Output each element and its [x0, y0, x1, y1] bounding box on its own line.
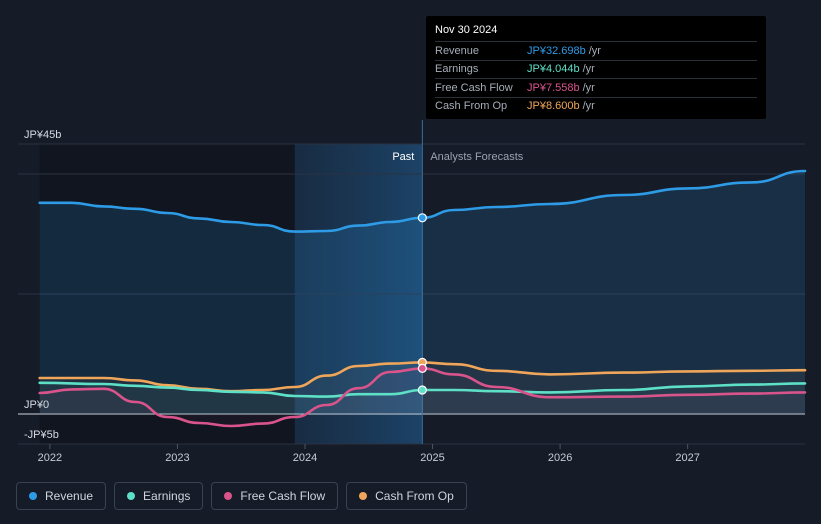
x-tick-label: 2027: [675, 452, 699, 464]
free-cash-flow-marker: [417, 363, 427, 373]
y-axis-label: JP¥45b: [24, 129, 61, 141]
revenue-line: [38, 169, 807, 233]
y-axis-label: -JP¥5b: [24, 429, 59, 441]
tooltip-unit: /yr: [582, 81, 595, 94]
tooltip-date: Nov 30 2024: [435, 24, 498, 36]
financials-chart: JP¥45b JP¥0 -JP¥5b 2022 2023 2024 2025 2026 2027…: [18, 120, 807, 464]
tooltip-value: JP¥32.698b: [527, 44, 586, 57]
legend-item-earnings[interactable]: Earnings: [114, 482, 204, 510]
tooltip-row-cash-from-op: Cash From Op JP¥8.600b /yr: [435, 96, 757, 116]
revenue-area: [39, 171, 805, 414]
forecast-label: Analysts Forecasts: [430, 151, 523, 163]
x-tick-label: 2024: [293, 452, 317, 464]
legend-dot-icon: [359, 492, 368, 500]
legend-label: Revenue: [45, 489, 94, 503]
tooltip-label: Cash From Op: [435, 100, 508, 113]
legend: Revenue Earnings Free Cash Flow Cash Fro…: [16, 482, 467, 510]
y-axis-label: JP¥0: [24, 399, 49, 411]
tooltip-value: JP¥4.044b: [527, 63, 580, 76]
tooltip-label: Revenue: [435, 44, 480, 57]
cash-from-op-line: [38, 361, 807, 393]
tooltip: Nov 30 2024 Revenue JP¥32.698b /yr Earni…: [426, 16, 766, 119]
tooltip-unit: /yr: [588, 44, 601, 57]
tooltip-label: Free Cash Flow: [435, 81, 513, 94]
legend-dot-icon: [224, 492, 233, 500]
tooltip-unit: /yr: [582, 100, 595, 113]
legend-item-revenue[interactable]: Revenue: [16, 482, 107, 510]
legend-label: Cash From Op: [375, 489, 454, 503]
legend-item-cash-from-op[interactable]: Cash From Op: [346, 482, 467, 510]
x-tick-label: 2023: [165, 452, 189, 464]
revenue-marker: [417, 213, 427, 223]
tooltip-row-revenue: Revenue JP¥32.698b /yr: [435, 41, 757, 60]
legend-label: Earnings: [143, 489, 191, 503]
earnings-line: [38, 381, 807, 398]
tooltip-row-free-cash-flow: Free Cash Flow JP¥7.558b /yr: [435, 78, 757, 97]
tooltip-value: JP¥7.558b: [527, 81, 580, 94]
x-tick-label: 2022: [38, 452, 62, 464]
past-label: Past: [392, 151, 414, 163]
legend-dot-icon: [29, 492, 37, 500]
legend-item-free-cash-flow[interactable]: Free Cash Flow: [211, 482, 339, 510]
legend-dot-icon: [127, 492, 136, 500]
free-cash-flow-line: [38, 367, 807, 428]
tooltip-unit: /yr: [582, 63, 595, 76]
free-cash-flow-area: [39, 368, 805, 426]
earnings-marker: [417, 385, 427, 395]
legend-label: Free Cash Flow: [240, 489, 326, 503]
x-tick-label: 2026: [548, 452, 572, 464]
tooltip-row-earnings: Earnings JP¥4.044b /yr: [435, 59, 757, 79]
x-tick-label: 2025: [420, 452, 444, 464]
tooltip-value: JP¥8.600b: [527, 100, 580, 113]
tooltip-label: Earnings: [435, 63, 479, 76]
